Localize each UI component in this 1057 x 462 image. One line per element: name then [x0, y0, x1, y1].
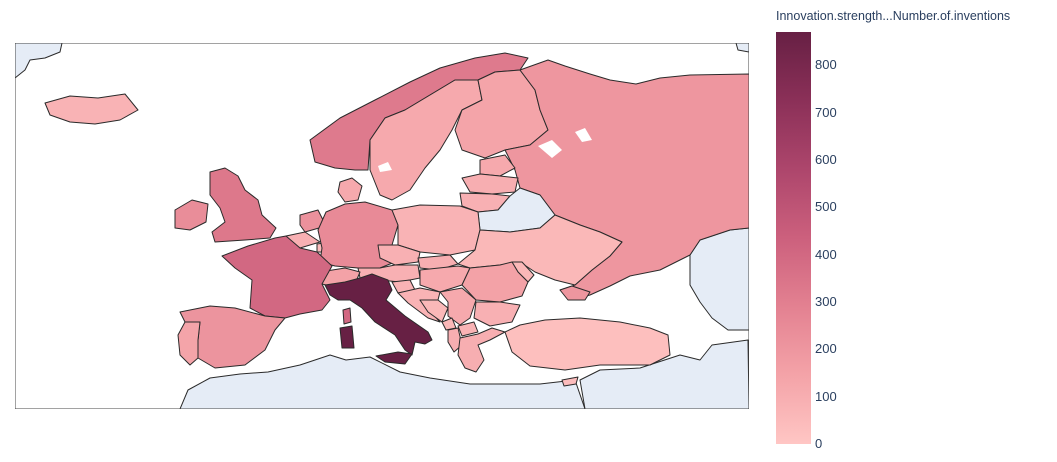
land-svalbard — [735, 43, 749, 53]
map-geography — [15, 43, 749, 409]
colorbar-tick-label: 300 — [815, 293, 837, 309]
land-north-africa — [179, 354, 586, 409]
country-bulgaria[interactable] — [473, 301, 521, 327]
country-greece[interactable] — [457, 327, 506, 373]
colorbar-tick-label: 100 — [815, 388, 837, 404]
country-czechia[interactable] — [377, 244, 421, 266]
colorbar-tick-label: 400 — [815, 246, 837, 262]
country-germany[interactable] — [317, 201, 399, 269]
colorbar-tick-label: 0 — [815, 436, 823, 451]
lake-vanern — [378, 162, 392, 172]
lake-ladoga — [538, 140, 562, 158]
country-romania[interactable] — [461, 261, 529, 303]
country-cyprus[interactable] — [561, 376, 579, 387]
country-france-corsica[interactable] — [342, 307, 352, 325]
country-turkey[interactable] — [504, 317, 671, 371]
country-france[interactable] — [221, 235, 333, 319]
country-united-kingdom[interactable] — [209, 167, 277, 243]
country-georgia[interactable] — [559, 285, 591, 301]
colorbar-title: Innovation.strength...Number.of.inventio… — [776, 9, 1011, 23]
country-sweden[interactable] — [369, 79, 483, 201]
country-portugal[interactable] — [177, 321, 201, 366]
country-denmark[interactable] — [337, 177, 363, 203]
land-greenland — [15, 43, 63, 79]
land-caucasus-east — [689, 227, 749, 331]
lake-onega — [575, 128, 592, 142]
country-estonia[interactable] — [479, 154, 516, 177]
colorbar — [776, 32, 811, 444]
country-bosnia[interactable] — [419, 299, 449, 323]
country-ireland[interactable] — [174, 199, 209, 231]
colorbar-tick-label: 800 — [815, 57, 837, 73]
colorbar-tick-label: 600 — [815, 151, 837, 167]
country-latvia[interactable] — [461, 173, 519, 195]
country-iceland[interactable] — [44, 93, 139, 125]
colorbar-tick-label: 500 — [815, 199, 837, 215]
country-albania[interactable] — [447, 327, 463, 353]
country-italy[interactable] — [324, 273, 433, 356]
country-italy-sicily[interactable] — [375, 351, 413, 365]
colorbar-gradient — [776, 32, 811, 444]
colorbar-tick-label: 200 — [815, 341, 837, 357]
country-north-macedonia[interactable] — [457, 321, 479, 337]
country-serbia[interactable] — [439, 287, 477, 326]
colorbar-tick-label: 700 — [815, 104, 837, 120]
country-italy-sardinia[interactable] — [339, 325, 355, 349]
country-shapes — [44, 52, 749, 387]
